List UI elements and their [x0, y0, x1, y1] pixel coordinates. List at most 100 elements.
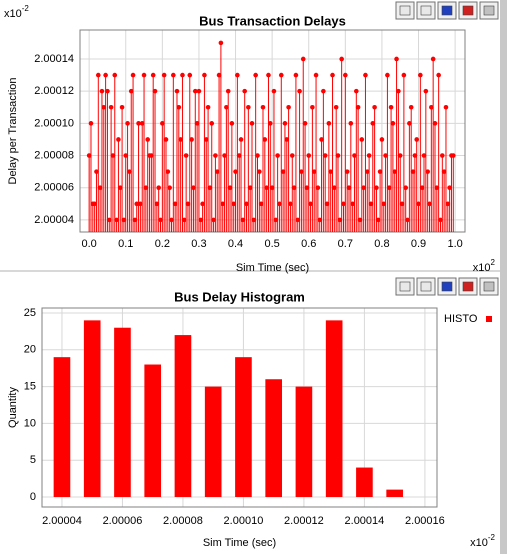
toolbar-button[interactable]: [479, 1, 499, 20]
stem-marker: [220, 201, 226, 207]
bar: [325, 320, 343, 497]
stem-marker: [332, 185, 337, 191]
stem-marker: [192, 88, 198, 94]
stem-marker: [374, 185, 379, 191]
toolbar-button[interactable]: [458, 277, 478, 296]
stem-marker: [410, 169, 416, 174]
bar: [144, 364, 162, 497]
stem-marker: [207, 185, 213, 191]
stem-marker: [218, 40, 224, 46]
button-icon[interactable]: [399, 5, 411, 16]
stem-marker: [425, 169, 430, 174]
button-icon[interactable]: [462, 281, 474, 292]
stem-marker: [152, 88, 158, 94]
button-icon[interactable]: [399, 281, 411, 292]
legend-swatch: [486, 316, 492, 322]
button-icon[interactable]: [420, 5, 432, 16]
stem-marker: [355, 104, 361, 110]
button-icon[interactable]: [420, 281, 432, 292]
toolbar-button[interactable]: [395, 1, 415, 20]
stem-marker: [297, 88, 302, 94]
x-axis-label: Sim Time (sec): [236, 262, 309, 274]
stem-marker: [326, 121, 332, 126]
y-tick-label: 2.00014: [34, 53, 74, 65]
stem-marker: [354, 88, 359, 94]
button-icon[interactable]: [462, 5, 474, 16]
stem-marker: [264, 185, 269, 191]
stem-marker: [134, 201, 140, 207]
stem-marker: [324, 201, 330, 207]
toolbar-button[interactable]: [437, 1, 457, 20]
stem-marker: [418, 72, 423, 78]
button-icon[interactable]: [483, 5, 495, 16]
stem-marker: [357, 217, 363, 223]
toolbar-button[interactable]: [416, 277, 436, 296]
stem-marker: [258, 201, 264, 207]
stem-marker: [119, 104, 125, 110]
stem-marker: [359, 137, 365, 142]
stem-marker: [363, 72, 368, 78]
stem-marker: [251, 217, 257, 223]
button-icon[interactable]: [441, 281, 453, 292]
stem-marker: [293, 72, 299, 78]
toolbar-button[interactable]: [458, 1, 478, 20]
axis-multiplier: x10-2: [4, 4, 29, 20]
stem-marker: [275, 153, 280, 158]
stem-marker: [450, 153, 456, 158]
bar: [204, 386, 222, 497]
stem-marker: [335, 153, 341, 158]
stem-marker: [427, 201, 432, 207]
stem-marker: [244, 201, 249, 207]
stem-marker: [86, 153, 92, 158]
stem-marker: [158, 217, 163, 223]
toolbar-button[interactable]: [437, 277, 457, 296]
stem-marker: [277, 201, 282, 207]
multiplier-exponent: 2: [491, 258, 496, 267]
stem-marker: [187, 72, 193, 78]
stem-marker: [430, 56, 436, 62]
stem-marker: [136, 121, 141, 126]
stem-marker: [112, 72, 118, 78]
stem-marker: [375, 217, 381, 223]
x-tick-label: 2.00008: [163, 515, 203, 527]
y-tick-label: 2.00008: [34, 149, 74, 161]
stem-marker: [216, 72, 222, 78]
stem-marker: [269, 185, 275, 191]
stem-marker: [203, 137, 209, 142]
stem-marker: [436, 72, 441, 78]
stem-marker: [321, 88, 326, 94]
stem-marker: [130, 72, 136, 78]
button-icon[interactable]: [441, 5, 453, 16]
stem-marker: [165, 169, 171, 174]
x-tick-label: 2.00016: [405, 515, 445, 527]
x-tick-label: 0.9: [411, 238, 426, 250]
y-tick-label: 2.00004: [34, 214, 74, 226]
stem-marker: [143, 185, 149, 191]
stem-marker: [105, 88, 110, 94]
stem-marker: [209, 121, 215, 126]
x-tick-label: 2.00004: [42, 515, 82, 527]
stem-marker: [271, 88, 277, 94]
stem-marker: [361, 185, 366, 191]
toolbar-button[interactable]: [395, 277, 415, 296]
stem-marker: [224, 104, 229, 110]
x-tick-label: 2.00012: [284, 515, 324, 527]
stem-marker: [343, 72, 348, 78]
multiplier-base: x10: [4, 8, 22, 20]
stem-marker: [253, 72, 258, 78]
toolbar-button[interactable]: [416, 1, 436, 20]
stem-marker: [246, 104, 251, 110]
button-icon[interactable]: [483, 281, 495, 292]
toolbar-button[interactable]: [479, 277, 499, 296]
y-tick-label: 20: [24, 344, 36, 356]
stem-marker: [108, 104, 114, 110]
stem-marker: [306, 153, 312, 158]
stem-marker: [379, 137, 385, 142]
y-tick-label: 25: [24, 307, 36, 319]
stem-marker: [262, 137, 268, 142]
stem-marker: [156, 185, 161, 191]
stem-marker: [429, 104, 434, 110]
stem-marker: [390, 121, 396, 126]
